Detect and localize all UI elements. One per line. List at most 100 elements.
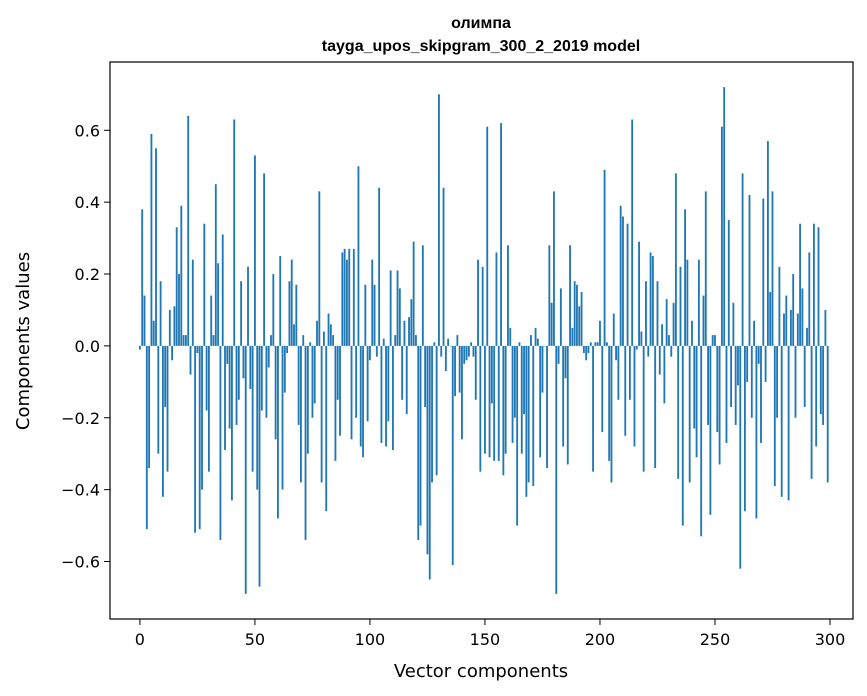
bar — [502, 345, 505, 476]
bar — [497, 345, 500, 461]
bar — [304, 345, 307, 540]
bar — [221, 234, 224, 346]
bar — [431, 345, 433, 483]
bar — [474, 345, 477, 400]
bar — [608, 345, 611, 461]
bar — [219, 345, 222, 540]
y-axis-label: Components values — [13, 252, 34, 430]
bar — [212, 335, 215, 346]
bar — [270, 335, 272, 346]
bar — [201, 345, 203, 490]
bar — [826, 345, 829, 483]
bar — [435, 345, 438, 476]
bar — [668, 335, 670, 346]
bar — [470, 342, 473, 346]
bar — [679, 266, 682, 346]
bar — [543, 345, 546, 347]
bar — [378, 187, 381, 346]
bar — [313, 345, 316, 404]
bar — [513, 345, 516, 418]
bar — [394, 335, 397, 346]
bar — [633, 345, 636, 447]
bar — [440, 345, 443, 357]
bar — [362, 345, 364, 458]
bar — [601, 345, 604, 433]
bar — [300, 345, 302, 483]
bar — [663, 345, 666, 404]
bar — [670, 345, 673, 357]
x-tick-label: 50 — [245, 630, 265, 649]
bar — [716, 345, 719, 433]
bar — [773, 345, 776, 487]
bar — [702, 295, 705, 346]
bar — [635, 345, 638, 350]
bar — [143, 295, 146, 346]
bar — [207, 345, 210, 472]
bar — [373, 284, 376, 346]
bar — [152, 320, 155, 346]
bar — [599, 320, 601, 346]
bar — [762, 198, 765, 346]
bar — [444, 345, 447, 372]
bar — [530, 335, 532, 346]
bar — [532, 345, 535, 487]
bar — [656, 281, 659, 346]
bar — [612, 313, 615, 346]
bar — [691, 320, 693, 346]
bar — [810, 345, 813, 479]
bar — [815, 345, 818, 447]
bar — [260, 345, 263, 411]
bar — [578, 306, 581, 346]
bar — [493, 345, 496, 461]
bar — [288, 281, 291, 346]
bar — [504, 345, 507, 454]
bar — [210, 295, 213, 346]
x-tick-label: 200 — [585, 630, 616, 649]
bar — [346, 259, 348, 346]
chart-subtitle: tayga_upos_skipgram_300_2_2019 model — [322, 38, 640, 55]
bar — [277, 345, 279, 519]
bar — [564, 345, 567, 379]
bar — [398, 288, 401, 346]
bar — [688, 345, 691, 483]
bar — [509, 327, 512, 346]
bar — [327, 313, 330, 346]
bar — [709, 345, 712, 515]
bar — [352, 248, 355, 346]
bar — [743, 345, 746, 512]
bar — [576, 284, 578, 346]
bar — [555, 345, 558, 594]
bar — [256, 345, 259, 490]
bar — [624, 345, 627, 436]
bar — [387, 345, 390, 422]
bar — [141, 209, 144, 346]
bar — [677, 345, 680, 479]
bar — [320, 345, 323, 483]
bar — [145, 345, 148, 530]
bar — [711, 335, 714, 346]
bar — [350, 345, 353, 440]
bar — [465, 345, 468, 361]
y-tick-label: −0.2 — [61, 409, 100, 428]
bar — [642, 345, 645, 472]
bar — [739, 345, 742, 569]
bar — [226, 345, 229, 364]
bar — [244, 345, 247, 594]
bar — [279, 256, 282, 346]
bar — [405, 345, 408, 415]
bar — [766, 141, 769, 346]
bar — [196, 345, 199, 354]
bar — [175, 227, 178, 346]
bar — [254, 155, 256, 346]
bar — [720, 126, 723, 346]
bar — [366, 345, 369, 422]
bar — [548, 245, 551, 346]
bar — [760, 345, 762, 443]
bar — [753, 320, 756, 346]
bar — [228, 345, 231, 429]
y-tick-label: 0.4 — [75, 193, 100, 212]
bar — [428, 345, 431, 580]
bar — [495, 252, 498, 346]
bar — [481, 266, 484, 346]
bar — [725, 345, 728, 443]
